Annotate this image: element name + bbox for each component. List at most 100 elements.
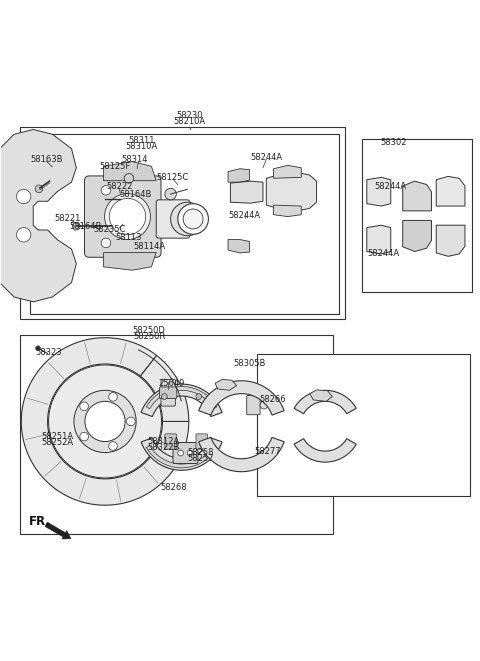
FancyBboxPatch shape xyxy=(161,379,175,406)
Circle shape xyxy=(16,189,31,204)
Text: 58258: 58258 xyxy=(188,448,214,457)
Text: 58257: 58257 xyxy=(188,454,214,463)
Text: 58302: 58302 xyxy=(380,138,407,147)
Text: 58250D: 58250D xyxy=(132,326,166,335)
Polygon shape xyxy=(294,391,356,414)
Circle shape xyxy=(80,402,88,410)
Circle shape xyxy=(260,401,268,409)
FancyBboxPatch shape xyxy=(247,395,260,414)
Text: 58222: 58222 xyxy=(106,182,132,192)
Circle shape xyxy=(170,202,204,236)
Polygon shape xyxy=(215,379,237,391)
Text: 58244A: 58244A xyxy=(250,153,282,162)
Text: 58251A: 58251A xyxy=(41,432,73,442)
FancyBboxPatch shape xyxy=(165,434,176,449)
Text: 25649: 25649 xyxy=(159,379,185,387)
Polygon shape xyxy=(141,438,222,470)
Circle shape xyxy=(101,186,111,195)
Polygon shape xyxy=(141,384,222,416)
Text: 58163B: 58163B xyxy=(30,155,62,164)
Text: 58314: 58314 xyxy=(121,155,148,164)
FancyBboxPatch shape xyxy=(84,176,161,257)
Circle shape xyxy=(178,204,208,234)
Polygon shape xyxy=(266,173,317,211)
Polygon shape xyxy=(367,177,391,206)
Polygon shape xyxy=(274,165,301,178)
Polygon shape xyxy=(403,220,432,252)
Text: 58305B: 58305B xyxy=(233,358,266,368)
Circle shape xyxy=(196,394,202,399)
Circle shape xyxy=(74,391,136,453)
Circle shape xyxy=(178,450,183,456)
Circle shape xyxy=(101,238,111,248)
Circle shape xyxy=(183,209,203,229)
Circle shape xyxy=(187,450,193,456)
Circle shape xyxy=(72,222,80,230)
Text: 58277: 58277 xyxy=(254,447,281,455)
FancyBboxPatch shape xyxy=(156,200,190,238)
Circle shape xyxy=(161,394,167,399)
Circle shape xyxy=(109,198,146,235)
Bar xyxy=(257,354,470,496)
Polygon shape xyxy=(0,130,76,302)
Text: 58114A: 58114A xyxy=(133,242,165,251)
Text: 58322B: 58322B xyxy=(147,444,180,452)
Text: 58244A: 58244A xyxy=(368,249,400,258)
Polygon shape xyxy=(228,239,250,253)
Text: 58164B: 58164B xyxy=(120,190,152,198)
Circle shape xyxy=(124,174,134,183)
FancyBboxPatch shape xyxy=(173,442,198,463)
Text: 58323: 58323 xyxy=(35,348,62,356)
Text: 58235C: 58235C xyxy=(94,225,126,235)
Text: 58244A: 58244A xyxy=(229,211,261,220)
Polygon shape xyxy=(274,205,301,217)
Polygon shape xyxy=(104,253,156,270)
FancyArrow shape xyxy=(45,522,71,539)
Circle shape xyxy=(48,365,161,478)
Text: 58312A: 58312A xyxy=(147,437,180,446)
Bar xyxy=(30,134,339,314)
Text: 58250R: 58250R xyxy=(133,332,165,341)
Circle shape xyxy=(85,401,125,442)
Bar xyxy=(20,335,333,534)
Polygon shape xyxy=(367,225,391,254)
Text: FR.: FR. xyxy=(28,516,50,528)
Polygon shape xyxy=(310,390,332,401)
Polygon shape xyxy=(21,338,189,505)
Polygon shape xyxy=(199,438,284,472)
Text: 58113: 58113 xyxy=(116,233,142,242)
Circle shape xyxy=(127,417,135,426)
Text: 58268: 58268 xyxy=(161,483,187,492)
Text: 58164B: 58164B xyxy=(70,221,102,231)
Polygon shape xyxy=(294,439,356,462)
Circle shape xyxy=(165,188,176,200)
Text: 58221: 58221 xyxy=(55,214,81,223)
Polygon shape xyxy=(436,176,465,206)
Bar xyxy=(20,127,345,319)
FancyBboxPatch shape xyxy=(159,387,177,399)
Polygon shape xyxy=(146,387,217,408)
Circle shape xyxy=(108,393,117,401)
Polygon shape xyxy=(228,169,250,182)
Text: 58210A: 58210A xyxy=(174,117,206,126)
Text: 58125F: 58125F xyxy=(99,162,130,171)
Circle shape xyxy=(16,227,31,242)
Polygon shape xyxy=(199,381,284,415)
Text: 58244A: 58244A xyxy=(375,182,407,192)
Text: 58252A: 58252A xyxy=(41,438,73,447)
Text: 58266: 58266 xyxy=(259,395,286,405)
Polygon shape xyxy=(230,181,263,203)
Polygon shape xyxy=(403,181,432,211)
Polygon shape xyxy=(146,446,217,468)
Circle shape xyxy=(105,194,151,239)
Bar xyxy=(362,139,472,292)
Polygon shape xyxy=(104,161,156,180)
FancyBboxPatch shape xyxy=(196,434,207,449)
Polygon shape xyxy=(436,225,465,256)
Polygon shape xyxy=(140,356,189,422)
Circle shape xyxy=(108,442,117,450)
Circle shape xyxy=(36,346,40,350)
Text: 58311: 58311 xyxy=(129,136,155,145)
Text: 58310A: 58310A xyxy=(126,141,158,151)
Circle shape xyxy=(80,432,88,441)
